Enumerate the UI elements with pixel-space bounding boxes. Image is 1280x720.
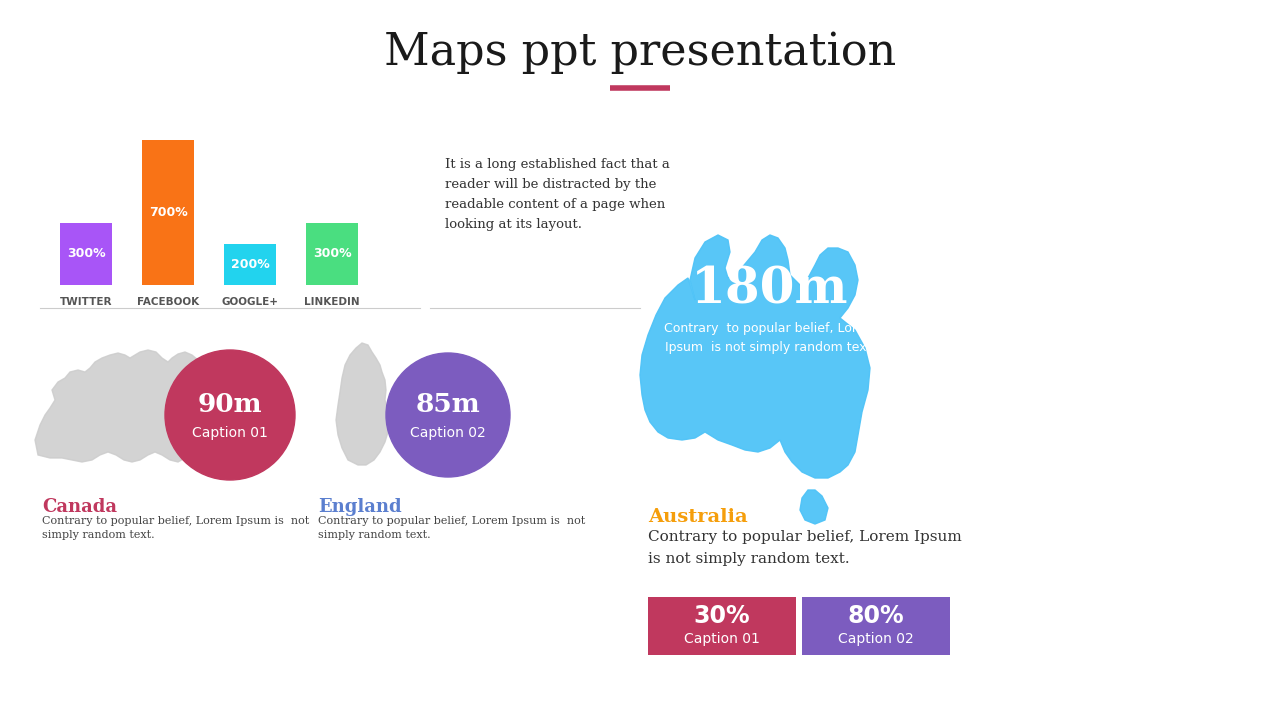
FancyBboxPatch shape xyxy=(60,223,113,285)
Text: TWITTER: TWITTER xyxy=(60,297,113,307)
FancyBboxPatch shape xyxy=(306,223,358,285)
Text: Canada: Canada xyxy=(42,498,116,516)
Text: 80%: 80% xyxy=(847,604,904,628)
Text: FACEBOOK: FACEBOOK xyxy=(137,297,200,307)
Text: LINKEDIN: LINKEDIN xyxy=(305,297,360,307)
Text: Caption 02: Caption 02 xyxy=(838,632,914,646)
Text: Maps ppt presentation: Maps ppt presentation xyxy=(384,30,896,73)
Polygon shape xyxy=(800,490,828,524)
Text: England: England xyxy=(317,498,402,516)
Polygon shape xyxy=(35,350,210,462)
Text: 30%: 30% xyxy=(694,604,750,628)
Polygon shape xyxy=(640,235,870,478)
Text: Contrary  to popular belief, Lorem
Ipsum  is not simply random text.: Contrary to popular belief, Lorem Ipsum … xyxy=(664,322,877,354)
Text: 300%: 300% xyxy=(67,248,105,261)
Text: GOOGLE+: GOOGLE+ xyxy=(221,297,279,307)
Text: It is a long established fact that a
reader will be distracted by the
readable c: It is a long established fact that a rea… xyxy=(445,158,669,231)
Text: Caption 02: Caption 02 xyxy=(410,426,486,440)
Circle shape xyxy=(387,353,509,477)
Text: 90m: 90m xyxy=(197,392,262,418)
Text: Australia: Australia xyxy=(648,508,748,526)
FancyBboxPatch shape xyxy=(648,597,796,655)
Text: Caption 01: Caption 01 xyxy=(192,426,268,440)
FancyBboxPatch shape xyxy=(224,243,276,285)
Text: Contrary to popular belief, Lorem Ipsum is  not
simply random text.: Contrary to popular belief, Lorem Ipsum … xyxy=(317,516,585,540)
Text: 85m: 85m xyxy=(416,392,480,418)
Text: 300%: 300% xyxy=(312,248,351,261)
FancyBboxPatch shape xyxy=(803,597,950,655)
Text: Contrary to popular belief, Lorem Ipsum is  not
simply random text.: Contrary to popular belief, Lorem Ipsum … xyxy=(42,516,310,540)
Text: Caption 01: Caption 01 xyxy=(684,632,760,646)
Text: 180m: 180m xyxy=(691,266,849,315)
FancyBboxPatch shape xyxy=(142,140,195,285)
Text: Contrary to popular belief, Lorem Ipsum
is not simply random text.: Contrary to popular belief, Lorem Ipsum … xyxy=(648,530,961,566)
Polygon shape xyxy=(335,343,390,465)
Text: 200%: 200% xyxy=(230,258,269,271)
Text: 700%: 700% xyxy=(148,206,187,219)
Circle shape xyxy=(165,350,294,480)
